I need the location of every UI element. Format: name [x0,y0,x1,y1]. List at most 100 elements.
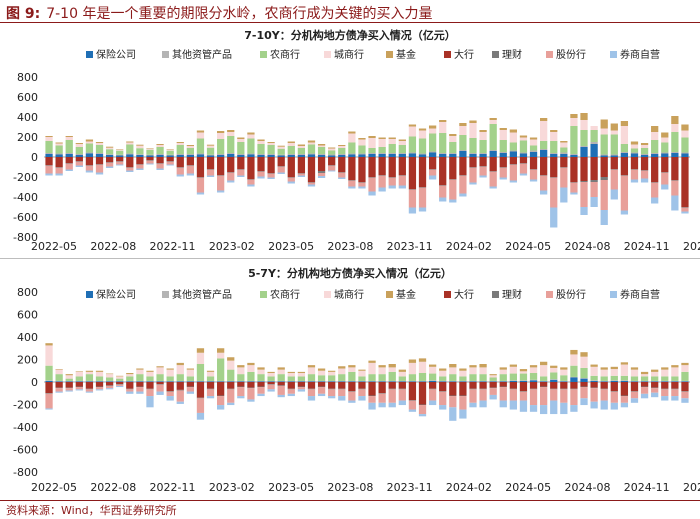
bar-segment [358,389,366,397]
bar-segment [146,380,154,382]
bar-segment [85,382,94,389]
bar-segment [348,380,356,382]
bar-segment [388,177,396,178]
bar-segment [519,382,528,391]
legend-item: 保险公司 [86,288,136,301]
x-tick-label: 2024-05 [505,240,551,253]
bar-segment [267,382,275,385]
bar-segment [550,132,558,141]
bar-segment [277,154,285,156]
bar-segment [671,124,679,132]
bar-segment [489,382,497,388]
bar-segment [206,175,215,177]
bar-segment [439,120,447,122]
bar-segment [297,387,306,390]
bar-segment [540,149,548,150]
bar-segment [358,154,366,157]
bar-segment [620,175,629,211]
bar-segment [247,382,255,388]
bar-segment [388,137,396,139]
bar-segment [529,382,538,389]
bar-segment [287,143,295,146]
bar-segment [227,153,235,154]
bar-segment [449,395,457,397]
bar-segment [540,150,548,157]
bar-segment [257,176,265,179]
bar-segment [45,393,53,394]
bar-segment [570,157,578,182]
bar-segment [338,374,346,381]
bar-segment [166,369,174,377]
bar-segment [55,173,63,176]
bar-segment [257,171,265,172]
bar-segment [519,380,528,383]
bar-segment [529,139,538,146]
bar-segment [247,138,255,154]
bar-segment [479,382,487,389]
bar-segment [661,388,669,390]
bar-segment [156,366,164,368]
bar-segment [358,157,366,182]
bar-segment [55,142,63,144]
bar-segment [126,144,134,154]
bar-segment [489,151,497,157]
bar-segment [297,157,306,173]
bar-segment [126,167,134,171]
bar-segment [550,177,558,208]
bar-segment [661,137,669,143]
bar-segment [651,382,659,388]
bar-segment [328,147,336,149]
bar-segment [116,378,124,381]
bar-segment [368,396,376,403]
bar-segment [550,379,558,382]
bar-segment [661,396,669,401]
bar-segment [398,141,406,145]
bar-segment [418,405,427,415]
bar-segment [610,366,618,370]
bar-segment [85,370,94,372]
bar-segment [146,155,154,157]
bar-segment [620,364,629,376]
bar-segment [671,380,679,382]
bar-segment [196,130,205,133]
x-tick-label: 2024-11 [624,240,670,253]
bar-segment [328,382,336,389]
bar-segment [418,358,427,362]
bar-segment [146,388,154,390]
legend-label: 农商行 [270,288,300,301]
bar-segment [85,165,94,166]
bar-segment [449,179,457,180]
bar-segment [95,154,104,157]
bar-segment [560,367,568,370]
bar-segment [428,175,437,180]
bar-segment [479,130,487,132]
bar-segment [358,182,366,187]
bar-segment [398,371,406,377]
bar-segment [651,381,659,382]
y-tick-label: -800 [13,466,38,479]
bar-segment [196,132,205,139]
bar-segment [368,380,376,382]
bar-segment [610,169,618,170]
x-tick-label: 2023-11 [387,240,433,253]
bar-segment [509,142,517,151]
bar-segment [116,161,124,165]
bar-segment [368,374,376,381]
bar-segment [449,136,457,142]
bar-segment [651,369,659,372]
bar-segment [408,381,417,382]
bar-segment [630,369,639,377]
bar-segment [439,376,447,381]
bar-segment [328,381,336,382]
bar-segment [186,380,194,382]
bar-segment [166,381,174,382]
bar-segment [85,157,94,165]
bar-segment [610,189,618,200]
bar-segment [146,381,154,382]
bar-segment [439,153,447,154]
bar-segment [489,388,497,395]
chart-title: 7-10Y：分机构地方债净买入情况（亿元） [244,28,456,42]
bar-segment [640,387,649,394]
bar-segment [307,140,316,143]
bar-segment [156,155,164,157]
